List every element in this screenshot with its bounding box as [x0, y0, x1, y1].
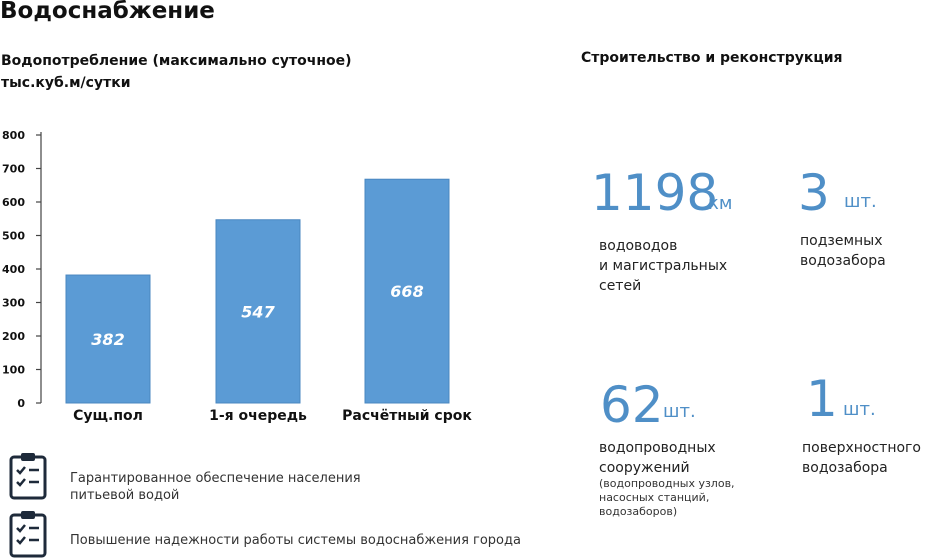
chart-title-line1: Водопотребление (максимально суточное)	[1, 53, 352, 69]
stat-desc-line: водозабора	[802, 460, 888, 476]
goal-text-line: Повышение надежности работы системы водо…	[70, 533, 521, 548]
stat-note: (водопроводных узлов, насосных станций, …	[599, 477, 735, 519]
goal-text-line: питьевой водой	[70, 488, 180, 503]
clipboard-checklist-icon	[9, 511, 47, 558]
stat-number: 1198	[591, 164, 719, 222]
goal-item-drinking-water: Гарантированное обеспечение населения пи…	[8, 452, 548, 503]
bar	[215, 219, 301, 404]
y-tick-label: 100	[2, 364, 25, 377]
goal-text: Повышение надежности работы системы водо…	[70, 532, 521, 549]
stat-unit: шт.	[663, 401, 696, 422]
stat-note-line: (водопроводных узлов,	[599, 477, 735, 490]
y-tick-label: 600	[2, 196, 25, 209]
y-tick-label: 200	[2, 330, 25, 343]
chart-title: Водопотребление (максимально суточное) т…	[1, 50, 352, 94]
stat-desc-line: водоводов	[599, 238, 678, 254]
bar-value-label: 382	[91, 330, 124, 349]
stat-desc-line: поверхностного	[802, 440, 921, 456]
y-tick-label: 500	[2, 230, 25, 243]
stat-note-line: водозаборов)	[599, 505, 678, 518]
stat-desc-line: и магистральных	[599, 258, 728, 274]
stat-description: поверхностного водозабора	[802, 438, 921, 478]
bar-value-label: 547	[241, 302, 275, 321]
y-tick-label: 700	[2, 163, 25, 176]
construction-title: Строительство и реконструкция	[581, 50, 843, 66]
stat-desc-line: сетей	[599, 278, 642, 294]
water-consumption-chart: 0 100 200 300 400 500 600 700 800 382 Сущ.пол 547 1-…	[2, 129, 472, 424]
bar-value-label: 668	[390, 282, 423, 301]
stat-description: водопроводных сооружений	[599, 438, 716, 478]
bar	[65, 274, 151, 404]
y-tick-label: 800	[2, 129, 25, 142]
page-title: Водоснабжение	[0, 0, 215, 24]
x-category-label: 1-я очередь	[209, 408, 307, 424]
stat-unit: шт.	[843, 399, 876, 420]
goal-text-line: Гарантированное обеспечение населения	[70, 471, 361, 486]
stat-number: 1	[806, 370, 838, 428]
stat-description: водоводов и магистральных сетей	[599, 236, 727, 296]
stat-number: 3	[798, 164, 830, 222]
y-tick-label: 300	[2, 297, 25, 310]
stat-note-line: насосных станций,	[599, 491, 710, 504]
x-category-label: Расчётный срок	[342, 408, 472, 424]
stat-unit: км	[708, 193, 733, 214]
y-tick-label: 400	[2, 263, 25, 276]
goal-item-reliability: Повышение надежности работы системы водо…	[8, 510, 548, 558]
chart-title-line2: тыс.куб.м/сутки	[1, 75, 131, 91]
bar	[364, 178, 450, 404]
stat-description: подземных водозабора	[800, 231, 886, 271]
clipboard-checklist-icon	[9, 453, 47, 500]
stat-unit: шт.	[844, 191, 877, 212]
goal-text: Гарантированное обеспечение населения пи…	[70, 470, 361, 504]
stat-desc-line: водозабора	[800, 253, 886, 269]
stat-desc-line: подземных	[800, 233, 883, 249]
y-tick-label: 0	[17, 397, 25, 410]
stat-desc-line: водопроводных	[599, 440, 716, 456]
x-category-label: Сущ.пол	[73, 408, 143, 424]
stat-number: 62	[600, 376, 664, 434]
stat-desc-line: сооружений	[599, 460, 690, 476]
